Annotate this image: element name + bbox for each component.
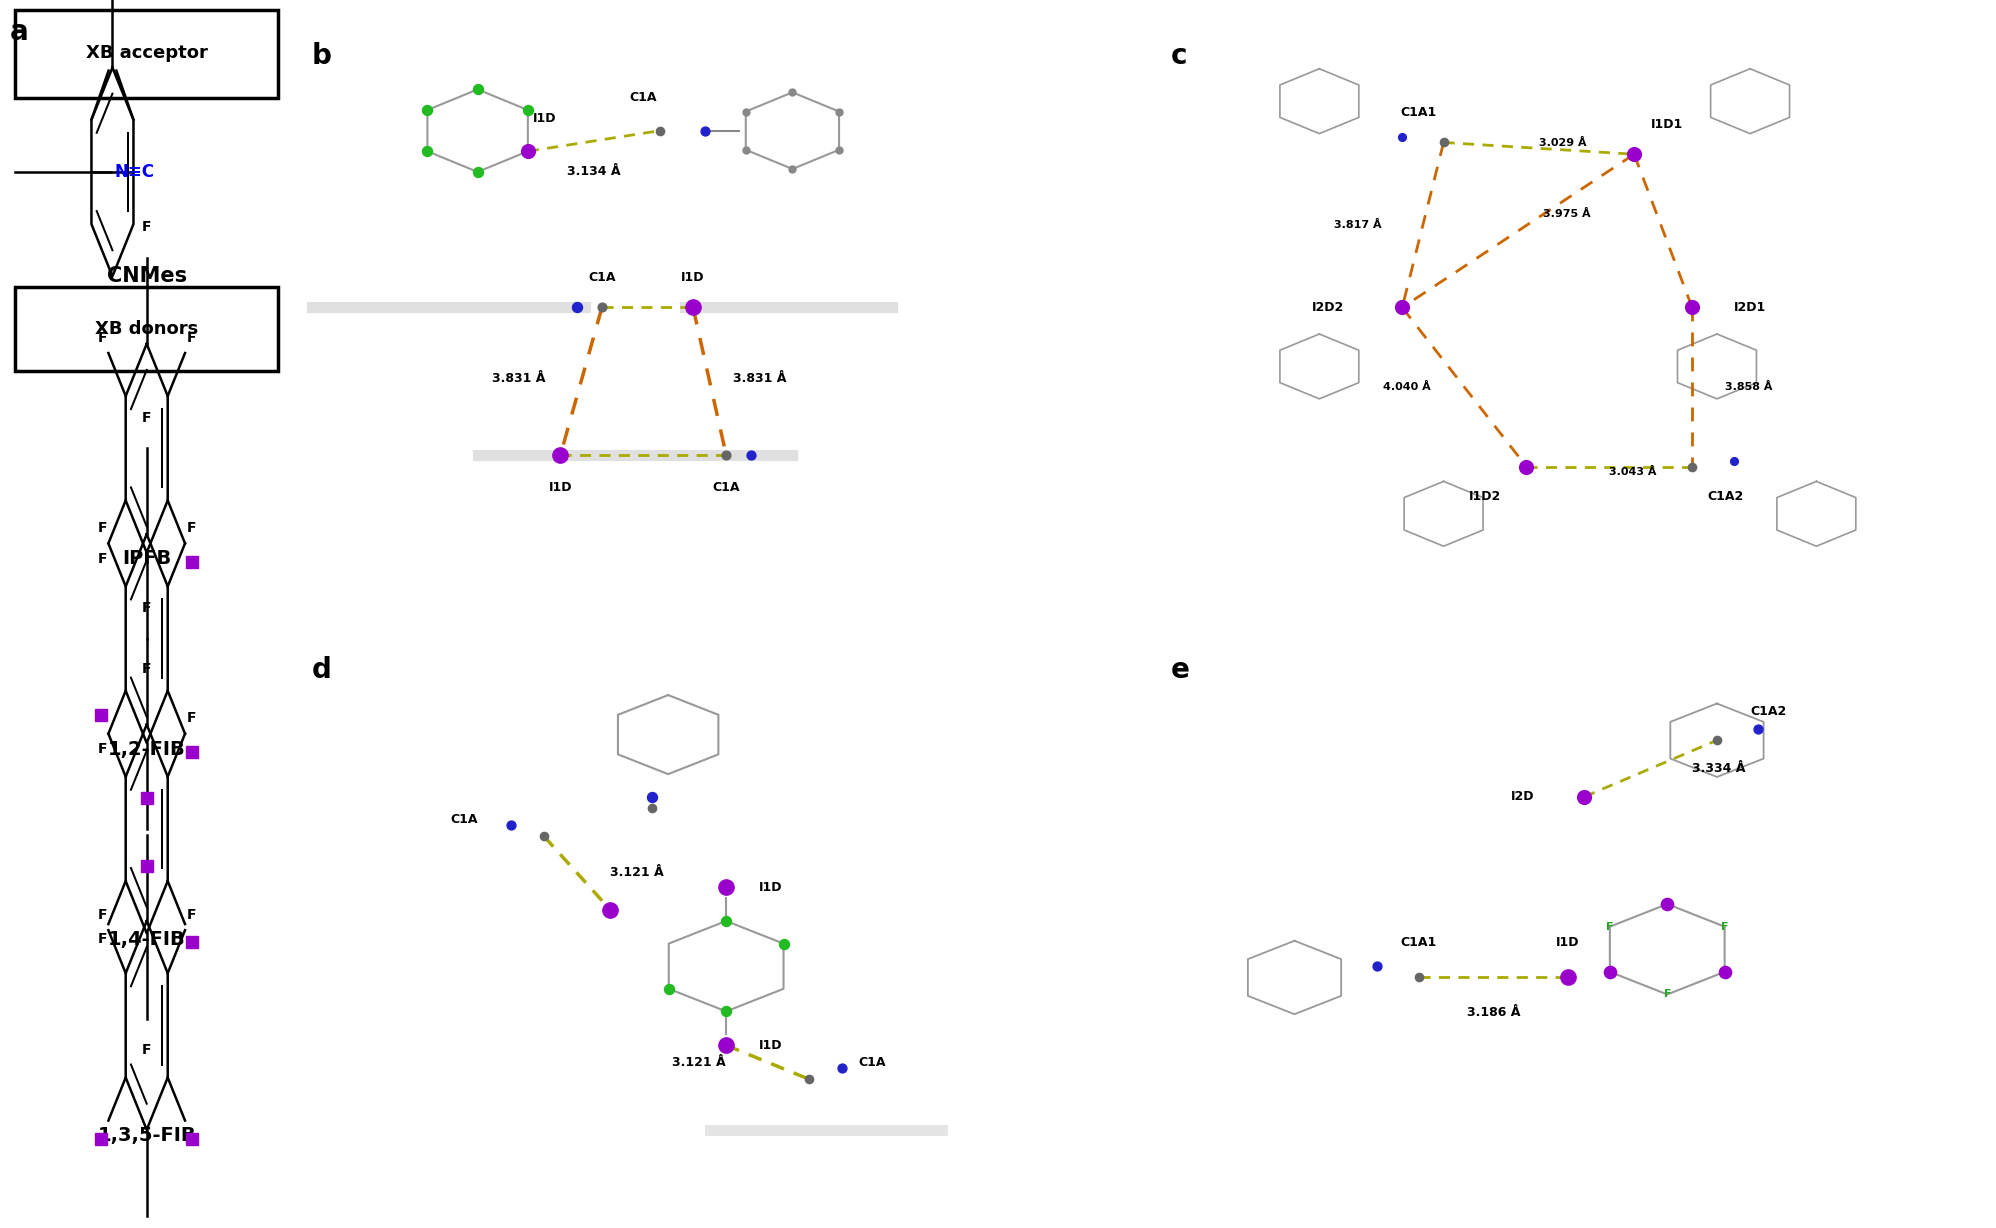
Text: d: d <box>311 656 331 684</box>
Text: C1A2: C1A2 <box>1707 490 1743 503</box>
Text: CNMes: CNMes <box>106 266 188 286</box>
Text: I1D: I1D <box>549 481 573 495</box>
Text: 3.975 Å: 3.975 Å <box>1543 209 1591 219</box>
Bar <box>16 10 277 98</box>
Text: F: F <box>1607 922 1613 932</box>
Text: 3.121 Å: 3.121 Å <box>673 1056 727 1068</box>
Text: I1D2: I1D2 <box>1469 490 1501 503</box>
Text: F: F <box>98 521 108 535</box>
Text: e: e <box>1170 656 1190 684</box>
Text: IPFB: IPFB <box>122 549 172 569</box>
Text: F: F <box>142 1043 152 1057</box>
Text: a: a <box>10 18 28 47</box>
Text: N≡C: N≡C <box>114 163 154 181</box>
Text: F: F <box>98 907 108 922</box>
Text: F: F <box>142 220 152 235</box>
Text: 3.831 Å: 3.831 Å <box>493 372 545 384</box>
Text: I1D: I1D <box>533 112 557 125</box>
Text: F: F <box>98 551 108 566</box>
Text: C1A: C1A <box>858 1056 886 1068</box>
Text: C1A: C1A <box>589 271 615 284</box>
Text: I2D: I2D <box>1511 791 1535 803</box>
Text: F: F <box>98 330 108 345</box>
Text: F: F <box>186 521 196 535</box>
Text: 3.817 Å: 3.817 Å <box>1333 220 1381 230</box>
Text: F: F <box>142 600 152 615</box>
Text: 3.186 Å: 3.186 Å <box>1467 1006 1521 1019</box>
Text: 3.121 Å: 3.121 Å <box>611 867 665 879</box>
Text: 3.029 Å: 3.029 Å <box>1539 139 1587 149</box>
Text: 3.858 Å: 3.858 Å <box>1725 382 1772 392</box>
Text: F: F <box>186 711 196 726</box>
Text: I1D1: I1D1 <box>1651 118 1683 130</box>
Bar <box>16 287 277 371</box>
Text: F: F <box>98 932 108 947</box>
Text: I1D: I1D <box>758 880 782 894</box>
Text: 1,2-FIB: 1,2-FIB <box>108 739 186 759</box>
Text: I1D: I1D <box>681 271 705 284</box>
Text: C1A: C1A <box>451 813 477 825</box>
Text: C1A2: C1A2 <box>1750 705 1786 717</box>
Text: F: F <box>1663 990 1671 1000</box>
Text: C1A: C1A <box>629 91 657 104</box>
Text: c: c <box>1170 42 1188 70</box>
Text: C1A1: C1A1 <box>1401 106 1437 119</box>
Text: XB acceptor: XB acceptor <box>86 44 208 61</box>
Text: C1A: C1A <box>713 481 741 495</box>
Text: 3.831 Å: 3.831 Å <box>733 372 786 384</box>
Text: I2D1: I2D1 <box>1733 301 1766 314</box>
Text: F: F <box>186 907 196 922</box>
Text: 1,4-FIB: 1,4-FIB <box>108 930 186 949</box>
Text: XB donors: XB donors <box>96 321 198 338</box>
Text: b: b <box>311 42 331 70</box>
Text: 3.134 Å: 3.134 Å <box>567 165 621 178</box>
Text: C1A1: C1A1 <box>1401 936 1437 949</box>
Text: I1D: I1D <box>758 1039 782 1051</box>
Text: F: F <box>142 662 152 677</box>
Text: I1D: I1D <box>1557 936 1579 949</box>
Text: F: F <box>186 330 196 345</box>
Text: 3.334 Å: 3.334 Å <box>1693 763 1746 775</box>
Text: 3.043 Å: 3.043 Å <box>1609 467 1657 476</box>
Text: F: F <box>1721 922 1729 932</box>
Text: 4.040 Å: 4.040 Å <box>1383 382 1431 392</box>
Text: F: F <box>142 410 152 425</box>
Text: I2D2: I2D2 <box>1311 301 1343 314</box>
Text: 1,3,5-FIB: 1,3,5-FIB <box>98 1126 196 1146</box>
Text: F: F <box>98 742 108 756</box>
